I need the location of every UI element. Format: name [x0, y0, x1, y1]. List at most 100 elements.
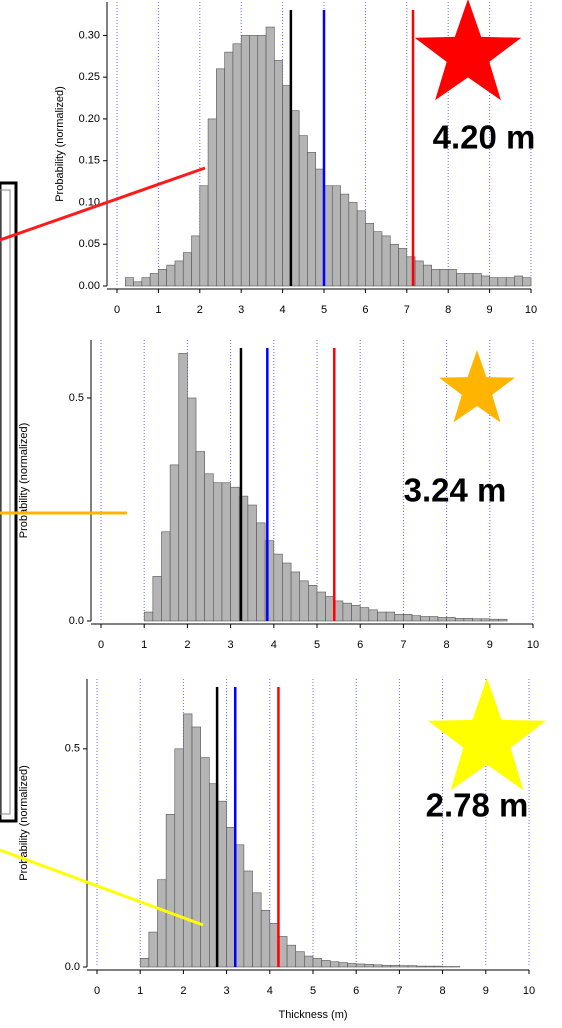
- bar: [506, 278, 514, 286]
- bar: [365, 223, 373, 286]
- bar: [395, 614, 404, 621]
- x-tick-label: 8: [445, 304, 451, 316]
- bar: [498, 278, 506, 286]
- bar: [374, 232, 382, 286]
- x-tick-label: 3: [228, 639, 234, 651]
- bar: [490, 619, 499, 621]
- bar: [196, 452, 205, 621]
- x-tick-label: 6: [357, 639, 363, 651]
- bar: [390, 244, 398, 286]
- bar: [332, 186, 340, 286]
- bar: [317, 592, 326, 621]
- x-axis-label: Thickness (m): [278, 1009, 347, 1021]
- x-tick-label: 5: [310, 985, 316, 997]
- bar: [373, 965, 382, 967]
- bar: [192, 236, 200, 286]
- bar: [343, 603, 352, 621]
- x-tick-label: 7: [396, 985, 402, 997]
- bar: [218, 801, 227, 967]
- map-inset: [0, 183, 16, 821]
- bar: [187, 398, 196, 621]
- y-axis-label: Probability (normalized): [18, 765, 30, 881]
- bar: [417, 966, 426, 967]
- bar: [175, 749, 184, 967]
- x-tick-label: 8: [444, 639, 450, 651]
- bar: [498, 619, 507, 621]
- bar: [282, 563, 291, 621]
- bar: [192, 727, 201, 967]
- x-tick-label: 6: [353, 985, 359, 997]
- x-tick-label: 0: [98, 639, 104, 651]
- bar: [447, 617, 456, 621]
- annotation: 2.78 m: [426, 787, 529, 824]
- bar: [432, 269, 440, 286]
- x-tick-label: 8: [440, 985, 446, 997]
- bar: [349, 202, 357, 286]
- bar: [225, 52, 233, 286]
- bar: [150, 273, 158, 286]
- bar: [429, 617, 438, 621]
- bar: [334, 601, 343, 621]
- x-tick-label: 0: [94, 985, 100, 997]
- bar: [227, 827, 236, 967]
- bar: [382, 965, 391, 967]
- x-tick-label: 1: [141, 639, 147, 651]
- bar: [339, 963, 348, 967]
- bar: [153, 576, 162, 621]
- bar: [304, 956, 313, 967]
- y-tick-label: 0.15: [79, 155, 100, 167]
- bar: [249, 35, 257, 286]
- bar: [307, 152, 315, 286]
- bar: [161, 532, 170, 621]
- bar: [179, 353, 188, 621]
- bar: [278, 936, 287, 967]
- bar: [266, 27, 274, 286]
- bar: [253, 893, 262, 967]
- x-tick-label: 0: [114, 304, 120, 316]
- bar: [341, 194, 349, 286]
- bar: [412, 616, 421, 621]
- x-tick-label: 2: [184, 639, 190, 651]
- bar: [415, 261, 423, 286]
- connector: [0, 168, 205, 240]
- y-tick-label: 0.30: [79, 29, 100, 41]
- bar: [322, 960, 331, 967]
- x-tick-label: 7: [400, 639, 406, 651]
- x-tick-label: 10: [525, 304, 537, 316]
- bar: [296, 952, 305, 967]
- star: [428, 678, 546, 790]
- bar: [425, 966, 434, 967]
- histogram-panel: 0.00.5012345678910Probability (normalize…: [18, 678, 546, 1021]
- bar: [274, 554, 283, 621]
- bar: [167, 265, 175, 286]
- bar: [175, 261, 183, 286]
- x-tick-label: 6: [362, 304, 368, 316]
- bar: [149, 932, 158, 967]
- bar: [258, 35, 266, 286]
- bar: [274, 60, 282, 286]
- bar: [233, 44, 241, 286]
- bar: [455, 618, 464, 621]
- bar: [140, 958, 149, 967]
- bar: [481, 276, 489, 286]
- bar: [158, 269, 166, 286]
- bar: [134, 282, 142, 286]
- x-tick-label: 4: [271, 639, 277, 651]
- bar: [291, 572, 300, 621]
- y-tick-label: 0.20: [79, 113, 100, 125]
- bar: [481, 619, 490, 621]
- bar: [170, 465, 179, 621]
- x-tick-label: 10: [527, 639, 539, 651]
- bar: [369, 610, 378, 621]
- bar: [200, 186, 208, 286]
- bar: [241, 35, 249, 286]
- annotation: 3.24 m: [404, 472, 507, 509]
- bar: [235, 845, 244, 967]
- x-tick-label: 3: [238, 304, 244, 316]
- bar: [308, 585, 317, 621]
- bar: [222, 483, 231, 621]
- bar: [473, 619, 482, 621]
- annotation: 4.20 m: [433, 119, 536, 156]
- x-tick-label: 7: [404, 304, 410, 316]
